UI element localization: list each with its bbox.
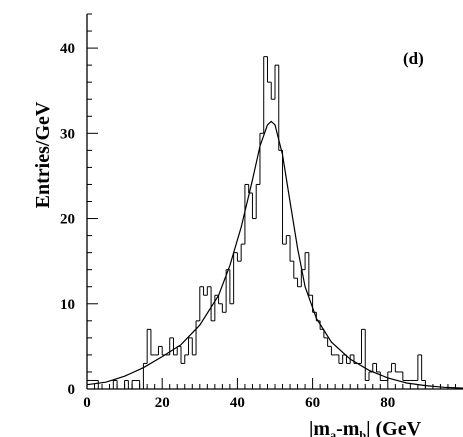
x-axis-label-part-2: -m bbox=[336, 418, 360, 437]
x-tick-label: 80 bbox=[380, 395, 395, 411]
y-tick-label: 20 bbox=[60, 212, 75, 228]
y-tick-label: 30 bbox=[60, 126, 75, 142]
x-tick-label: 60 bbox=[305, 395, 320, 411]
x-tick-label: 20 bbox=[155, 395, 170, 411]
x-axis-label-sub-b: b bbox=[359, 428, 366, 437]
x-tick-label: 0 bbox=[83, 395, 91, 411]
y-tick-label: 40 bbox=[60, 41, 75, 57]
y-axis-label: Entries/GeV bbox=[32, 101, 54, 208]
panel-label: (d) bbox=[403, 49, 424, 68]
plot-marks: 0 20 40 60 80 0 10 20 30 40 bbox=[60, 13, 463, 411]
y-tick-label: 10 bbox=[60, 297, 75, 313]
fit-curve bbox=[86, 120, 463, 389]
x-axis-label-part-3: | (GeV bbox=[366, 418, 421, 437]
x-axis-label-part-1: |m bbox=[309, 418, 330, 437]
x-axis-label: |ma-mb| (GeV bbox=[309, 418, 422, 437]
x-axis-label-sub-a: a bbox=[330, 428, 336, 437]
y-tick-label: 0 bbox=[68, 382, 76, 398]
x-tick-label: 40 bbox=[230, 395, 245, 411]
